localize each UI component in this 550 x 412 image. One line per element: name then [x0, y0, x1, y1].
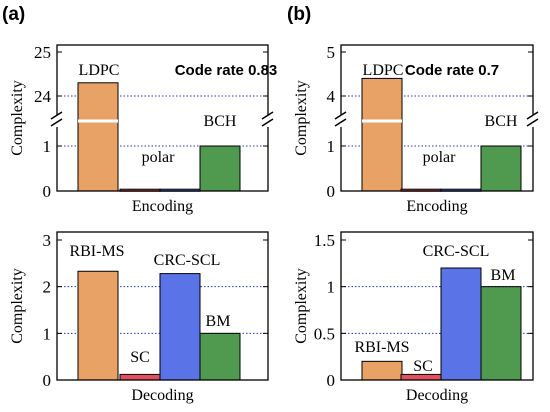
y-tick-label: 1 [43, 324, 52, 343]
axis-break-mark [50, 118, 63, 127]
bar-ldpc [77, 82, 119, 192]
plot-frame [56, 231, 269, 381]
y-tick-label: 0 [43, 182, 52, 201]
bar-crc-scl [440, 267, 482, 381]
bar-bch [199, 145, 241, 192]
bar-sc [119, 373, 161, 381]
x-axis-title: Decoding [131, 387, 193, 404]
y-tick-label: 2 [43, 278, 52, 297]
y-axis-title: Complexity [9, 80, 26, 156]
axis-break-mark [50, 111, 63, 120]
bar-label-bm: BM [491, 267, 516, 284]
axis-break-mark [334, 118, 347, 127]
y-tick-label: 4 [327, 87, 336, 106]
y-axis-title: Complexity [293, 268, 310, 344]
bar-bch [480, 145, 522, 192]
plot-frame [340, 231, 534, 381]
bar-label-crc-scl: CRC-SCL [423, 243, 490, 260]
axis-break-mark [334, 111, 347, 120]
chart-b-enc: 5 4 1 0 Complexity Encoding LDPC polar BCH Code r… [293, 43, 539, 215]
chart-a-enc: 25 24 1 0 Complexity Encoding LDPC polar BCH Code… [9, 43, 277, 215]
y-tick-label: 0.5 [314, 324, 335, 343]
code-rate-label: Code rate 0.7 [405, 62, 499, 79]
axis-break-mark [261, 111, 274, 120]
bar-bm [480, 286, 522, 381]
y-tick-label: 24 [34, 87, 52, 106]
bar-sc [400, 373, 442, 381]
bar-label-bm: BM [206, 313, 231, 330]
bar-label-polar: polar [423, 149, 457, 166]
bar-label-sc: SC [413, 358, 433, 375]
y-tick-label: 0 [327, 182, 336, 201]
bar-label-polar: polar [142, 149, 176, 166]
bar-bm [199, 332, 241, 381]
y-tick-label: 3 [43, 231, 52, 250]
panel-label-b: (b) [287, 4, 311, 25]
y-tick-label: 1 [327, 137, 336, 156]
bar-label-sc: SC [130, 349, 150, 366]
bar-rbi-ms [361, 360, 403, 381]
y-tick-label: 5 [327, 43, 336, 62]
bar-rbi-ms [77, 270, 119, 381]
charts-group: 252410ComplexityEncodingLDPCpolarBCHCode… [9, 43, 539, 404]
axis-break-mark [261, 118, 274, 127]
y-axis-title: Complexity [293, 80, 310, 156]
axis-break-mark [526, 111, 539, 120]
bar-label-rbi-ms: RBI-MS [354, 339, 409, 356]
x-axis-title: Encoding [406, 198, 467, 215]
code-rate-label: Code rate 0.83 [175, 62, 278, 79]
y-tick-label: 0 [327, 371, 336, 390]
x-axis-title: Encoding [132, 198, 193, 215]
y-tick-label: 1 [327, 278, 336, 297]
bar-label-crc-scl: CRC-SCL [154, 252, 221, 269]
axis-break-mark [526, 118, 539, 127]
y-tick-label: 1 [43, 137, 52, 156]
chart-a-dec: 0 1 2 3 Complexity Decoding RBI-MS SC CRC-SCL BM [9, 231, 269, 404]
y-tick-label: 25 [34, 43, 51, 62]
bar-label-rbi-ms: RBI-MS [69, 243, 124, 260]
y-axis-title: Complexity [9, 268, 26, 344]
bar-label-bch: BCH [485, 113, 518, 130]
bar-label-ldpc: LDPC [79, 62, 120, 79]
bar-label-ldpc: LDPC [363, 62, 404, 79]
bar-crc-scl [159, 273, 201, 381]
y-tick-label: 1.5 [314, 231, 335, 250]
y-tick-label: 0 [43, 371, 52, 390]
x-axis-title: Decoding [406, 387, 468, 404]
bar-ldpc [361, 77, 403, 192]
panel-label-a: (a) [2, 4, 25, 25]
bar-label-bch: BCH [204, 113, 237, 130]
